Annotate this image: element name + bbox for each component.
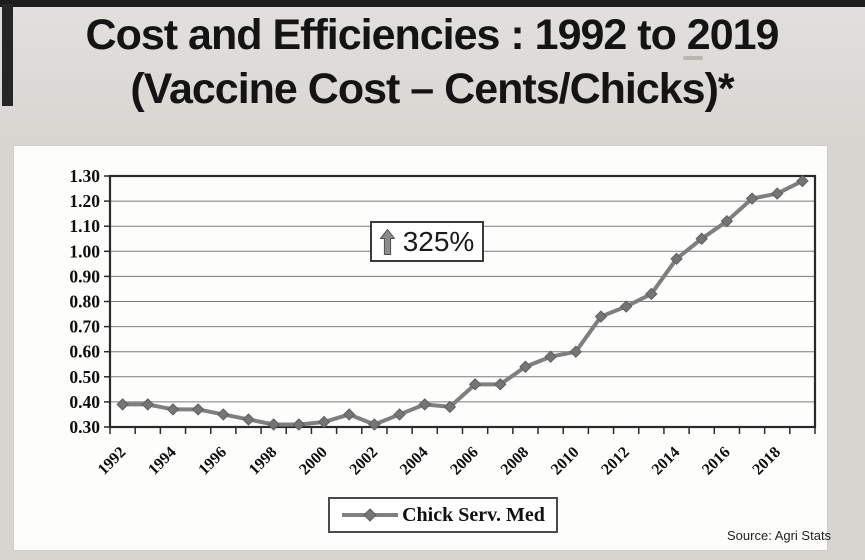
svg-text:0.80: 0.80 [69,292,100,312]
up-arrow-icon [379,228,395,255]
y-axis-labels: 1.30 1.20 1.10 1.00 0.90 0.80 0.70 0.60 0.50 0.40… [69,166,100,437]
svg-text:0.60: 0.60 [69,342,100,362]
svg-text:2004: 2004 [397,444,432,479]
svg-text:1996: 1996 [195,444,230,479]
x-axis-ticks [109,427,816,434]
series-line [120,179,805,427]
slide-title: Cost and Efficiencies : 1992 to 2019 (Va… [14,8,850,116]
svg-text:2018: 2018 [749,444,784,479]
chart-panel [13,145,828,551]
svg-text:1.10: 1.10 [69,216,100,236]
scan-artifact-left-bar [2,4,13,106]
svg-text:1998: 1998 [246,444,281,479]
svg-text:1.00: 1.00 [69,241,100,261]
series-markers [116,174,809,431]
svg-text:0.30: 0.30 [69,417,100,437]
slide-title-line2: (Vaccine Cost – Cents/Chicks)* [130,65,734,113]
source-note: Source: Agri Stats [727,528,832,543]
svg-text:2000: 2000 [296,444,331,479]
scan-artifact-top-bar [0,0,865,7]
annotation-label: 325% [402,225,475,257]
slide-title-line1: Cost and Efficiencies : 1992 to 2019 [85,11,780,59]
svg-text:1992: 1992 [95,444,130,479]
svg-text:0.70: 0.70 [69,317,100,337]
svg-text:0.50: 0.50 [69,367,100,387]
svg-text:1994: 1994 [145,444,180,479]
svg-text:0.40: 0.40 [69,392,100,412]
legend-line-marker-icon [341,508,399,522]
svg-text:2014: 2014 [649,444,684,479]
svg-text:2010: 2010 [548,444,583,479]
x-axis-labels: 1992 1994 1996 1998 2000 2002 2004 2006 2008 2010… [95,444,784,479]
svg-text:1.30: 1.30 [69,166,100,186]
annotation-box: 325% [370,221,484,262]
svg-text:2016: 2016 [699,444,734,479]
legend-series-label: Chick Serv. Med [402,503,545,526]
svg-text:2008: 2008 [498,444,533,479]
svg-text:1.20: 1.20 [69,191,100,211]
svg-text:0.90: 0.90 [69,266,100,286]
svg-text:2012: 2012 [598,444,633,479]
legend: Chick Serv. Med [328,497,558,533]
scan-smudge [683,56,703,60]
svg-text:2006: 2006 [447,444,482,479]
svg-text:2002: 2002 [347,444,382,479]
gridlines [104,175,815,428]
